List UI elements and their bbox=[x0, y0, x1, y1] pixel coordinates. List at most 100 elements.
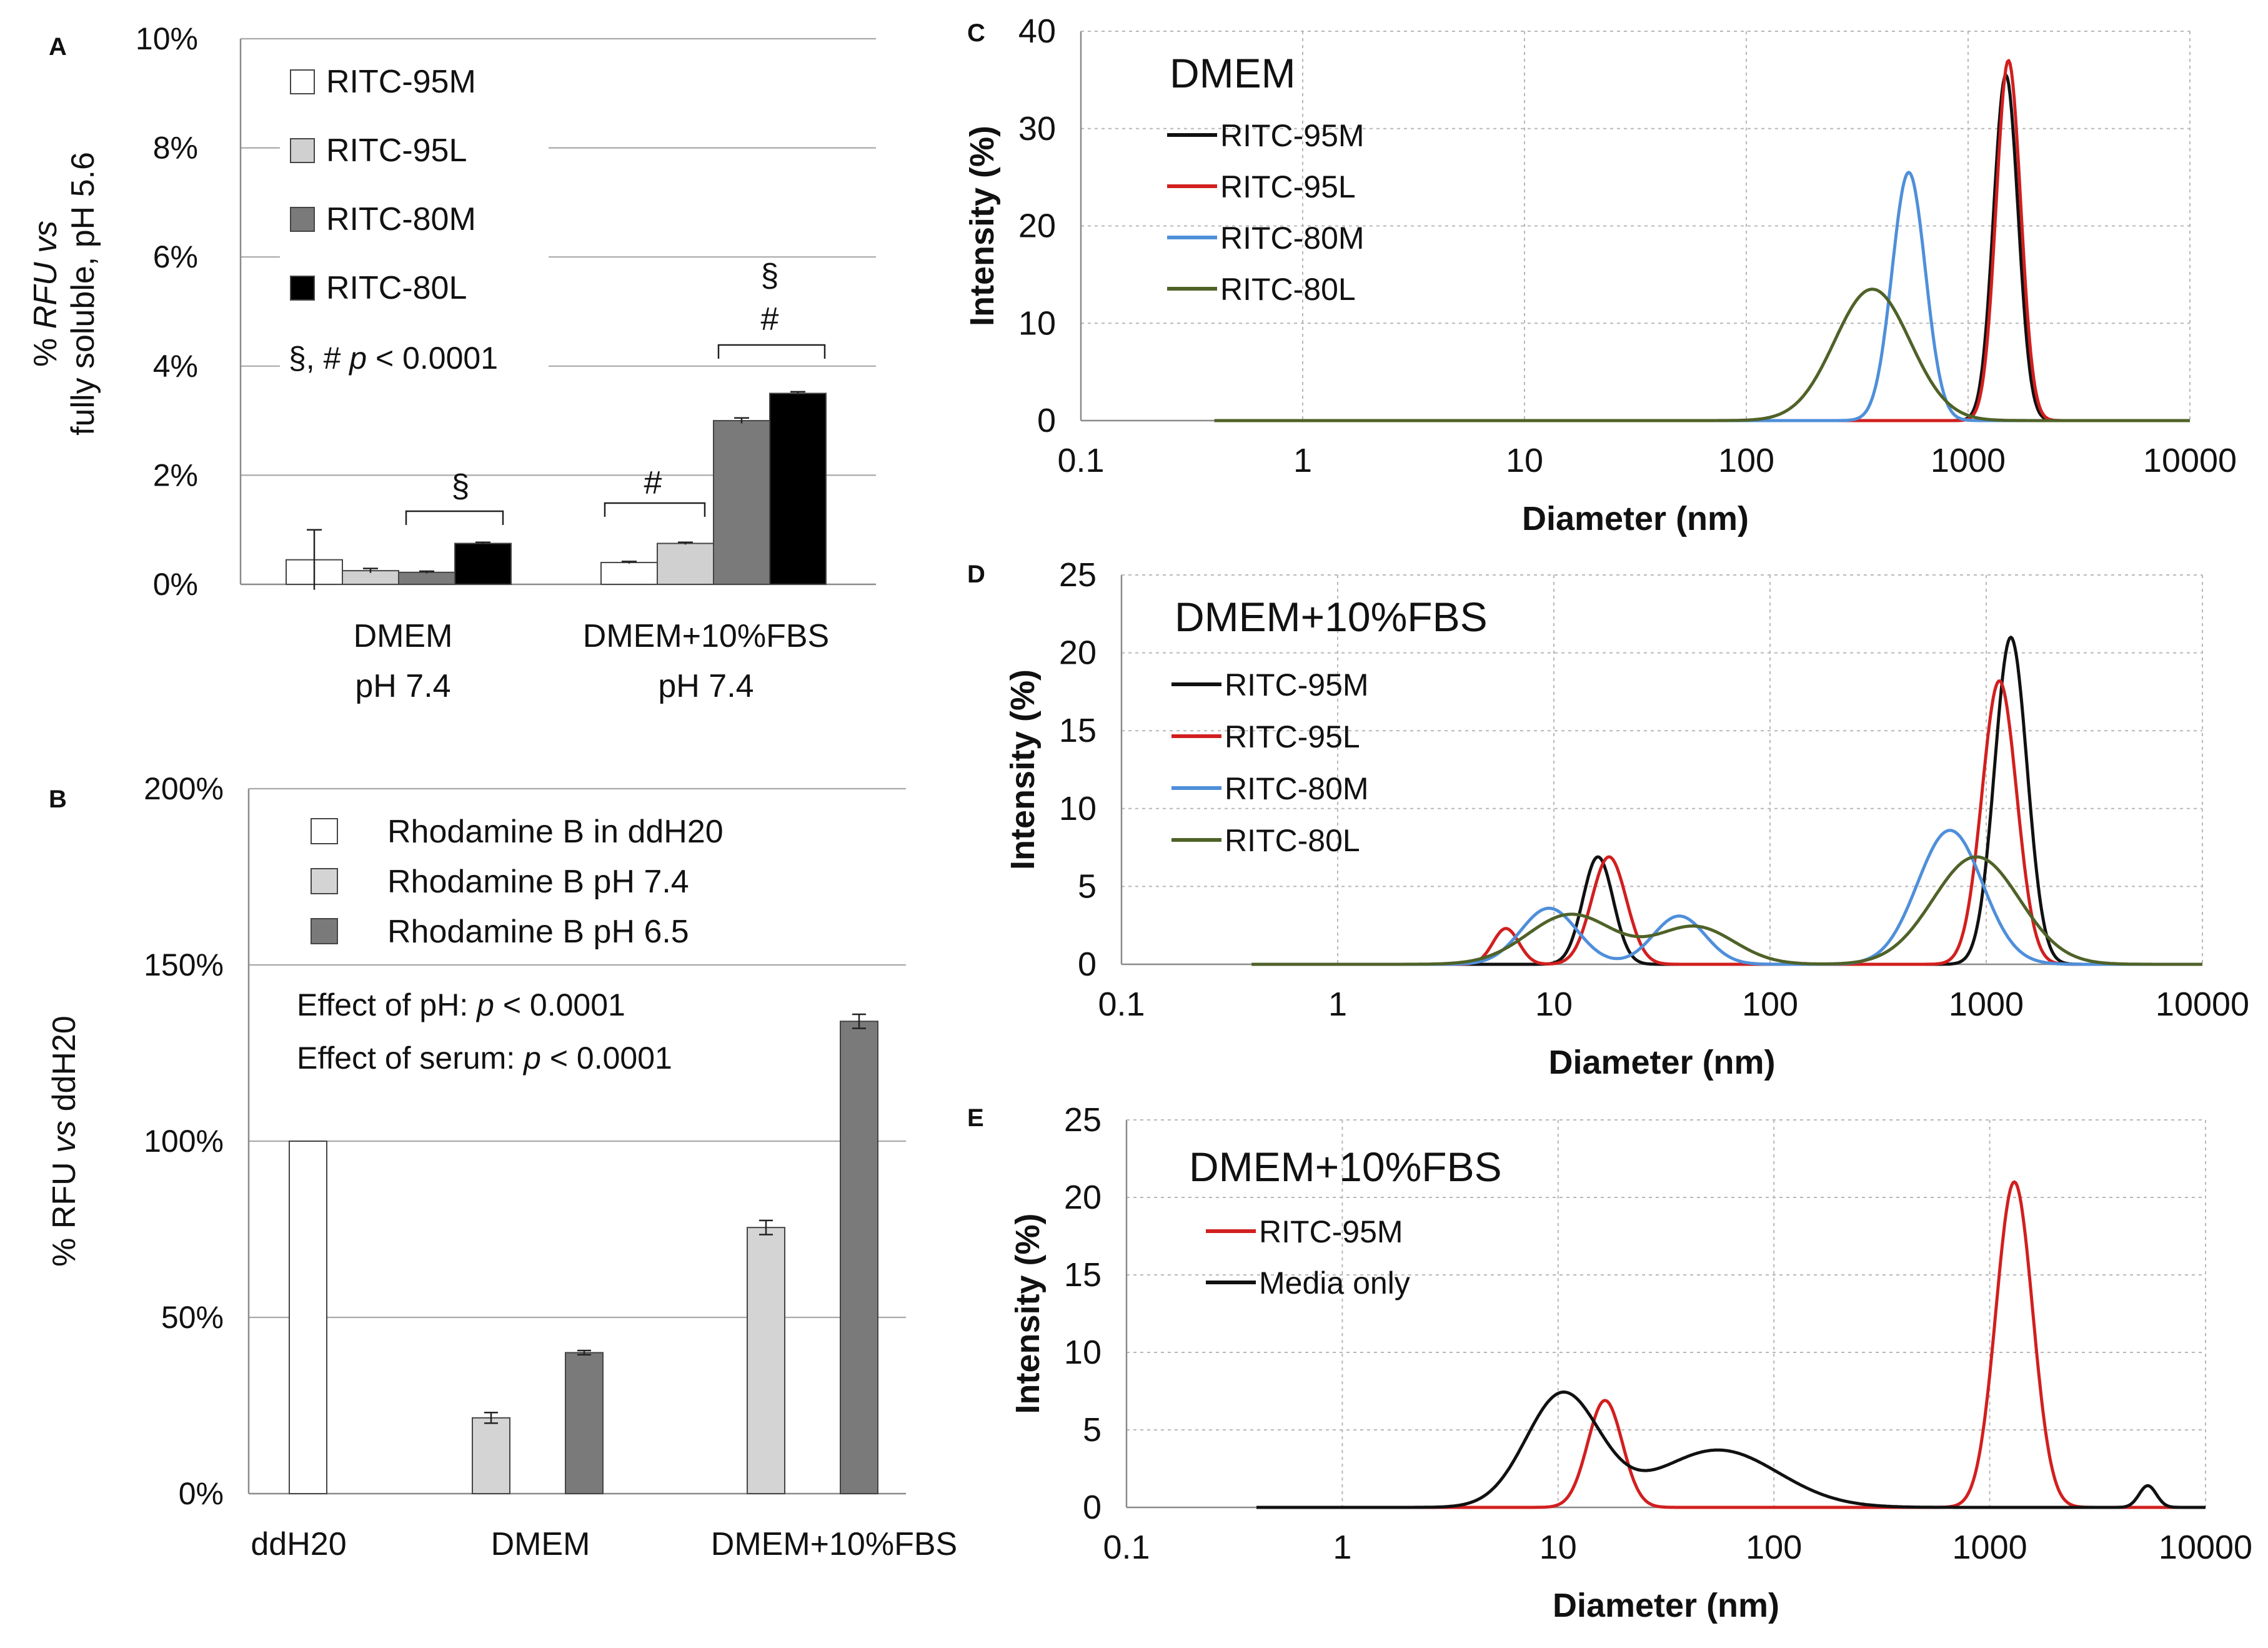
panel-d-ytick-label: 15 bbox=[1059, 712, 1097, 749]
panel-d-xtick-label: 1 bbox=[1328, 986, 1347, 1023]
panel-a-significance-bracket bbox=[604, 502, 706, 517]
panel-a-ytick-label: 2% bbox=[153, 457, 198, 492]
panel-c-xlabel: Diameter (nm) bbox=[1522, 500, 1749, 537]
panel-e-xlabel: Diameter (nm) bbox=[1553, 1587, 1779, 1624]
panel-a-bar-ritc-95m bbox=[600, 562, 658, 586]
panel-a-ytick-label: 8% bbox=[153, 131, 198, 166]
panel-a-ylabel-part-0: % bbox=[27, 329, 64, 367]
panel-a-legend-label-ritc-80l: RITC-80L bbox=[326, 270, 467, 306]
panel-c-legend-label-ritc-80m: RITC-80M bbox=[1220, 221, 1365, 256]
panel-a-ytick-label: 6% bbox=[153, 239, 198, 274]
panel-letter-a: A bbox=[49, 33, 67, 61]
panel-a-legend-label-ritc-80m: RITC-80M bbox=[326, 201, 476, 237]
panel-a-bar-ritc-95l bbox=[657, 542, 714, 586]
panel-d-legend-label-ritc-80l: RITC-80L bbox=[1225, 823, 1360, 858]
panel-d-ytick-label: 25 bbox=[1059, 556, 1097, 594]
panel-c-xtick-label: 1 bbox=[1293, 442, 1312, 479]
panel-c-ytick-label: 0 bbox=[1037, 402, 1056, 439]
panel-b-ytick-label: 150% bbox=[144, 947, 224, 982]
panel-a-legend-swatch-ritc-80l bbox=[290, 276, 315, 301]
panel-a-bar-ritc-80m bbox=[713, 420, 770, 585]
panel-d-xtick-label: 10000 bbox=[2156, 986, 2249, 1023]
panel-c-series-line-ritc-80l bbox=[1214, 287, 2191, 422]
panel-a-legend-label-ritc-95l: RITC-95L bbox=[326, 132, 467, 169]
panel-e-ytick-label: 0 bbox=[1083, 1489, 1102, 1526]
panel-a-group-label: pH 7.4 bbox=[658, 668, 754, 704]
panel-e-series-line-media-only bbox=[1256, 1391, 2206, 1509]
panel-a-legend-swatch-ritc-95m bbox=[290, 69, 315, 94]
panel-b-ylabel-part-0: % RFU bbox=[46, 1153, 82, 1267]
panel-a-ytick-label: 0% bbox=[153, 567, 198, 602]
panel-b-ylabel-part-1: vs bbox=[46, 1111, 82, 1152]
panel-a-group-label: DMEM+10%FBS bbox=[583, 618, 829, 654]
panel-b-bar-rhodamine-b-ph-6-5 bbox=[565, 1352, 604, 1494]
panel-e-ylabel: Intensity (%) bbox=[1009, 1213, 1047, 1414]
panel-c-xtick-label: 0.1 bbox=[1057, 442, 1104, 479]
panel-d-xtick-label: 0.1 bbox=[1098, 986, 1145, 1023]
panel-e-ytick-label: 5 bbox=[1083, 1411, 1102, 1449]
panel-a-group-label: pH 7.4 bbox=[355, 668, 450, 704]
panel-c-ytick-label: 10 bbox=[1018, 304, 1056, 342]
panel-c-title: DMEM bbox=[1170, 50, 1296, 96]
panel-b-legend-swatch-rhodamine-b-in-ddh20 bbox=[311, 818, 338, 844]
panel-d-legend-label-ritc-80m: RITC-80M bbox=[1225, 771, 1369, 806]
panel-d-legend-label-ritc-95l: RITC-95L bbox=[1225, 719, 1360, 754]
panel-d-ylabel: Intensity (%) bbox=[1004, 669, 1042, 870]
panel-e-line-chart: 0.1 1 10 100 1000 10000 0 5 10 15 20 25 Diameter (nm… bbox=[1009, 1101, 2252, 1624]
panel-c-legend-label-ritc-80l: RITC-80L bbox=[1220, 272, 1356, 307]
panel-b-stats-line-part-0: Effect of serum: bbox=[297, 1041, 524, 1076]
panel-c-legend-label-ritc-95m: RITC-95M bbox=[1220, 118, 1365, 153]
panel-d-ytick-label: 20 bbox=[1059, 634, 1097, 672]
panel-b-legend-swatch-rhodamine-b-ph-6-5 bbox=[311, 918, 338, 944]
panel-a-significance-bracket bbox=[405, 510, 504, 525]
panel-b-ylabel-part-2: ddH20 bbox=[46, 1016, 82, 1111]
panel-d-series-line-ritc-80l bbox=[1251, 855, 2203, 966]
panel-a-stats-note: §, # p < 0.0001 bbox=[289, 341, 498, 376]
panel-a-annotation: § bbox=[761, 257, 779, 294]
panel-e-xtick-label: 0.1 bbox=[1103, 1529, 1150, 1566]
panel-a-stats-note-part-0: §, # bbox=[289, 341, 349, 376]
panel-d-ytick-label: 10 bbox=[1059, 790, 1097, 827]
panel-b-legend-background bbox=[294, 797, 831, 959]
panel-d-ytick-label: 5 bbox=[1078, 867, 1097, 905]
panel-b-ylabel: % RFU vs ddH20 bbox=[46, 1016, 82, 1267]
panel-b-bar-rhodamine-b-ph-6-5 bbox=[840, 1021, 878, 1494]
panel-a-ylabel-line-2: fully soluble, pH 5.6 bbox=[65, 152, 101, 436]
panel-b-category-label: DMEM+10%FBS bbox=[711, 1526, 957, 1562]
panel-letter-c: C bbox=[967, 19, 985, 47]
panel-e-xtick-label: 10 bbox=[1539, 1529, 1577, 1566]
panel-e-xtick-label: 10000 bbox=[2159, 1529, 2252, 1566]
panel-a-bar-chart: 0%2%4%6%8%10%% RFU vs fully soluble, pH 5… bbox=[27, 21, 876, 704]
panel-a-stats-note-part-2: < 0.0001 bbox=[367, 341, 498, 376]
panel-a-annotation: # bbox=[761, 301, 779, 337]
panel-c-ytick-label: 30 bbox=[1018, 110, 1056, 147]
panel-a-legend-background bbox=[280, 44, 549, 386]
panel-a-stats-note-part-1: p bbox=[348, 341, 367, 376]
panel-e-xtick-label: 1000 bbox=[1952, 1529, 2027, 1566]
panel-b-category-label: DMEM bbox=[491, 1526, 590, 1562]
panel-c-xtick-label: 1000 bbox=[1931, 442, 2006, 479]
panel-d-xlabel: Diameter (nm) bbox=[1548, 1044, 1775, 1081]
panel-b-bar-rhodamine-b-in-ddh20 bbox=[289, 1141, 327, 1494]
panel-a-bar-ritc-80l bbox=[454, 542, 512, 586]
panel-e-xtick-label: 100 bbox=[1746, 1529, 1802, 1566]
panel-d-xtick-label: 10 bbox=[1535, 986, 1573, 1023]
panel-c-ytick-label: 20 bbox=[1018, 207, 1056, 245]
panel-b-legend-label-rhodamine-b-in-ddh20: Rhodamine B in ddH20 bbox=[387, 814, 724, 850]
panel-b-legend-label-rhodamine-b-ph-7-4: Rhodamine B pH 7.4 bbox=[387, 864, 689, 900]
panel-a-group-label: DMEM bbox=[354, 618, 453, 654]
panel-c-ytick-label: 40 bbox=[1018, 12, 1056, 50]
panel-d-legend-label-ritc-95m: RITC-95M bbox=[1225, 667, 1369, 702]
panel-e-ytick-label: 15 bbox=[1064, 1256, 1102, 1294]
panel-a-annotation: § bbox=[452, 468, 470, 504]
panel-d-xtick-label: 1000 bbox=[1949, 986, 2024, 1023]
panel-a-ytick-label: 4% bbox=[153, 349, 198, 384]
panel-b-stats-line-part-1: p bbox=[475, 987, 494, 1022]
panel-e-ytick-label: 25 bbox=[1064, 1101, 1102, 1139]
panel-b-stats-line-part-2: < 0.0001 bbox=[494, 987, 625, 1022]
panel-b-bar-rhodamine-b-ph-7-4 bbox=[472, 1417, 510, 1494]
panel-c-line-chart: 0.1 1 10 100 1000 10000 0 10 20 30 40 Diameter (nm)… bbox=[963, 12, 2237, 537]
panel-e-ytick-label: 10 bbox=[1064, 1334, 1102, 1371]
panel-b-ytick-label: 100% bbox=[144, 1124, 224, 1159]
